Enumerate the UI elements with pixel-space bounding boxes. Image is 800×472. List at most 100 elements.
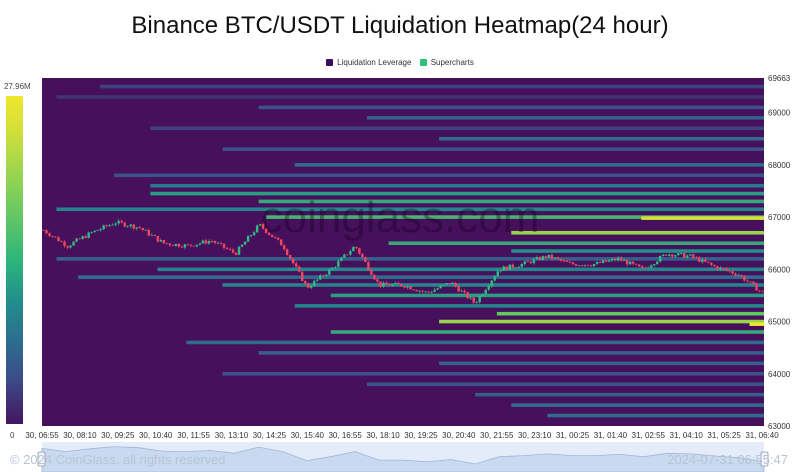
candle-body bbox=[376, 279, 379, 282]
candle-body bbox=[698, 257, 701, 262]
candle-body bbox=[451, 282, 454, 284]
navigator-left-handle[interactable] bbox=[37, 451, 46, 467]
candle-body bbox=[469, 297, 472, 299]
candle-body bbox=[135, 227, 138, 229]
candle-body bbox=[144, 229, 147, 231]
y-tick-label: 65000 bbox=[768, 318, 791, 327]
candle-body bbox=[370, 269, 373, 275]
candle-body bbox=[749, 281, 752, 283]
candle-body bbox=[117, 220, 120, 224]
candle-body bbox=[722, 267, 725, 269]
candle-body bbox=[192, 245, 196, 247]
x-tick-label: 30, 14:25 bbox=[253, 431, 287, 440]
candle-body bbox=[90, 232, 93, 233]
legend-swatch bbox=[419, 59, 427, 66]
candle-body bbox=[637, 264, 641, 267]
candle-body bbox=[240, 244, 244, 247]
liquidation-band bbox=[496, 311, 764, 316]
x-tick-label: 30, 15:40 bbox=[291, 431, 325, 440]
y-tick-label: 63000 bbox=[768, 422, 791, 431]
candle-body bbox=[225, 247, 229, 249]
candle-body bbox=[267, 232, 271, 235]
candle-body bbox=[231, 249, 235, 253]
candle-body bbox=[484, 289, 487, 295]
candle-body bbox=[120, 220, 123, 223]
x-tick-label: 30, 08:10 bbox=[63, 431, 97, 440]
liquidation-band bbox=[388, 241, 764, 245]
candle-body bbox=[349, 251, 352, 255]
candle-body bbox=[177, 243, 181, 247]
candle-body bbox=[391, 284, 394, 286]
candle-body bbox=[385, 282, 388, 285]
candle-body bbox=[695, 257, 698, 259]
liquidation-band bbox=[366, 116, 764, 120]
navigator-series bbox=[41, 446, 765, 472]
navigator-right-handle[interactable] bbox=[760, 451, 769, 467]
candle-body bbox=[222, 243, 226, 248]
candle-body bbox=[78, 238, 81, 240]
candle-body bbox=[502, 266, 505, 271]
candle-body bbox=[445, 283, 448, 285]
liquidation-band bbox=[511, 249, 764, 253]
candle-body bbox=[677, 253, 680, 256]
candle-body bbox=[93, 230, 96, 233]
candle-body bbox=[463, 290, 466, 293]
candle-body bbox=[141, 227, 144, 230]
candle-body bbox=[304, 280, 307, 284]
candle-body bbox=[719, 267, 722, 270]
candle-body bbox=[415, 290, 418, 292]
candle-body bbox=[394, 282, 397, 285]
candle-body bbox=[547, 254, 551, 258]
liquidation-band bbox=[222, 147, 764, 151]
candle-body bbox=[656, 261, 659, 265]
candle-body bbox=[60, 241, 63, 243]
y-tick-label: 66000 bbox=[768, 265, 791, 274]
candle-body bbox=[319, 275, 322, 280]
candle-body bbox=[662, 254, 665, 256]
candle-body bbox=[728, 270, 731, 272]
candle-body bbox=[63, 241, 66, 247]
candle-body bbox=[337, 261, 340, 267]
y-tick-label: 67000 bbox=[768, 213, 791, 222]
candle-body bbox=[628, 261, 632, 265]
candle-body bbox=[81, 236, 84, 239]
liquidation-band bbox=[186, 340, 764, 345]
candle-body bbox=[556, 257, 560, 259]
candle-body bbox=[668, 254, 671, 256]
candle-body bbox=[619, 257, 623, 261]
candle-body bbox=[334, 266, 337, 268]
y-tick-label: 69663 bbox=[768, 74, 791, 83]
candle-body bbox=[710, 262, 713, 265]
candle-body bbox=[213, 241, 217, 244]
candle-body bbox=[493, 276, 496, 281]
candle-body bbox=[610, 258, 614, 261]
y-tick-label: 68000 bbox=[768, 161, 791, 170]
candle-body bbox=[631, 261, 635, 264]
candle-body bbox=[625, 260, 629, 265]
candle-body bbox=[156, 236, 160, 242]
candle-body bbox=[523, 261, 527, 265]
liquidation-band bbox=[78, 275, 765, 279]
legend-item-liquidation-leverage[interactable]: Liquidation Leverage bbox=[326, 58, 411, 67]
candle-body bbox=[198, 243, 202, 245]
legend-item-supercharts[interactable]: Supercharts bbox=[419, 58, 474, 67]
candle-body bbox=[261, 224, 265, 229]
colorbar[interactable] bbox=[6, 96, 23, 424]
candle-body bbox=[583, 264, 587, 266]
candle-body bbox=[550, 254, 554, 259]
candle-body bbox=[258, 224, 262, 226]
candle-body bbox=[529, 261, 533, 264]
candle-body bbox=[466, 292, 469, 299]
candle-body bbox=[499, 270, 502, 272]
candle-body bbox=[607, 260, 611, 262]
candle-body bbox=[108, 225, 111, 227]
candle-body bbox=[361, 253, 364, 258]
candle-body bbox=[301, 271, 304, 281]
candle-body bbox=[340, 257, 343, 262]
liquidation-band bbox=[258, 199, 764, 204]
candle-body bbox=[270, 234, 274, 237]
x-tick-label: 31, 02:55 bbox=[632, 431, 666, 440]
liquidation-band bbox=[222, 283, 764, 287]
candle-body bbox=[731, 271, 734, 274]
